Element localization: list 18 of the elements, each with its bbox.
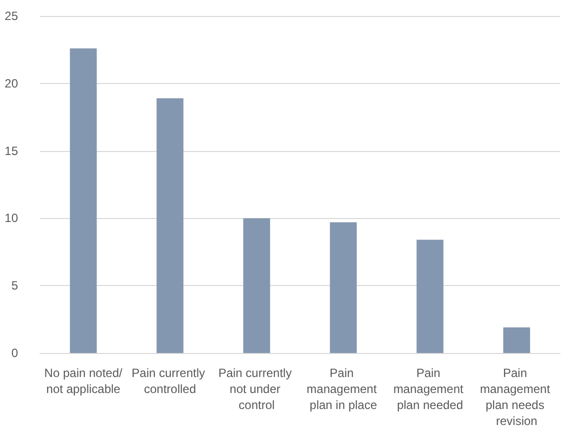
x-tick-label: Pain management plan needs revision: [480, 366, 554, 428]
y-tick-label: 25: [4, 9, 18, 23]
x-tick-label: Pain management plan needed: [393, 366, 467, 412]
y-tick-label: 20: [4, 76, 18, 90]
x-tick-label: Pain management plan in place: [306, 366, 380, 412]
bar: [243, 218, 270, 353]
x-tick-label: Pain currently controlled: [132, 366, 208, 396]
y-tick-label: 5: [11, 278, 18, 293]
x-tick-label: No pain noted/not applicable: [44, 366, 124, 396]
bar: [156, 98, 184, 353]
bar: [330, 222, 357, 353]
bar: [416, 240, 444, 353]
x-tick-label: Pain currently not under control: [218, 366, 296, 412]
bar: [70, 48, 97, 353]
y-tick-label: 15: [4, 144, 18, 158]
y-tick-label: 10: [4, 211, 18, 226]
y-tick-label: 0: [11, 346, 18, 360]
bar: [503, 327, 530, 353]
